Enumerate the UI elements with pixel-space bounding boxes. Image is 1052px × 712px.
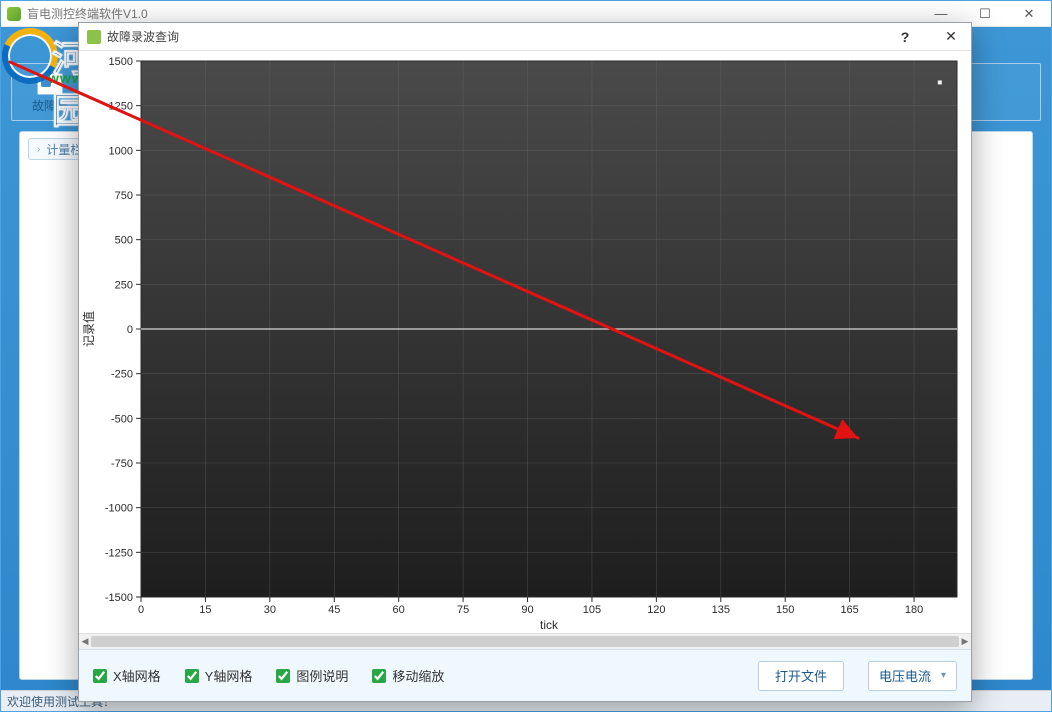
fault-record-dialog: 故障录波查询 ? ✕ 0 15 30 45 60 75 90 105 120 135 150 165 1… xyxy=(78,22,972,702)
svg-text:105: 105 xyxy=(583,604,601,616)
svg-text:45: 45 xyxy=(328,604,340,616)
svg-text:-1500: -1500 xyxy=(105,592,133,604)
checkbox-panzoom-label: 移动缩放 xyxy=(392,666,444,685)
scroll-right-icon[interactable]: ▶ xyxy=(959,634,971,649)
ribbon-item-fault-record[interactable]: 故障录 xyxy=(18,70,82,116)
svg-text:1500: 1500 xyxy=(109,56,133,68)
checkbox-legend-label: 图例说明 xyxy=(296,666,348,685)
bg-title-text: 盲电测控终端软件V1.0 xyxy=(27,5,148,22)
checkbox-xgrid-input[interactable] xyxy=(93,669,107,683)
svg-text:1000: 1000 xyxy=(109,145,133,157)
checkbox-ygrid-input[interactable] xyxy=(185,669,199,683)
svg-text:120: 120 xyxy=(647,604,665,616)
svg-text:15: 15 xyxy=(199,604,211,616)
ribbon-item-label: 故障录 xyxy=(32,97,68,114)
chevron-down-icon: ▾ xyxy=(941,670,946,681)
svg-text:250: 250 xyxy=(115,279,133,291)
svg-text:135: 135 xyxy=(712,604,730,616)
svg-text:-1250: -1250 xyxy=(105,547,133,559)
svg-text:-250: -250 xyxy=(111,369,133,381)
svg-text:tick: tick xyxy=(540,618,559,632)
svg-text:180: 180 xyxy=(905,604,923,616)
bg-close-button[interactable]: ✕ xyxy=(1007,1,1051,27)
svg-text:-500: -500 xyxy=(111,413,133,425)
scroll-thumb[interactable] xyxy=(91,636,959,647)
chart-area[interactable]: 0 15 30 45 60 75 90 105 120 135 150 165 180 -1500 -125… xyxy=(79,51,971,633)
chevron-right-icon: › xyxy=(37,144,40,155)
svg-text:-1000: -1000 xyxy=(105,503,133,515)
dialog-help-button[interactable]: ? xyxy=(885,23,925,51)
svg-text:记录值: 记录值 xyxy=(81,311,96,347)
checkbox-panzoom[interactable]: 移动缩放 xyxy=(372,666,444,685)
dialog-close-button[interactable]: ✕ xyxy=(931,23,971,51)
app-icon xyxy=(7,7,21,21)
svg-text:1250: 1250 xyxy=(109,101,133,113)
svg-text:0: 0 xyxy=(138,604,144,616)
svg-text:90: 90 xyxy=(521,604,533,616)
dialog-icon xyxy=(87,30,101,44)
dialog-footer: X轴网格 Y轴网格 图例说明 移动缩放 打开文件 电压电流 ▾ xyxy=(79,649,971,701)
checkbox-legend[interactable]: 图例说明 xyxy=(276,666,348,685)
scroll-left-icon[interactable]: ◀ xyxy=(79,634,91,649)
checkbox-xgrid[interactable]: X轴网格 xyxy=(93,666,161,685)
fault-record-icon xyxy=(37,73,63,95)
svg-text:0: 0 xyxy=(127,324,133,336)
svg-text:500: 500 xyxy=(115,235,133,247)
checkbox-xgrid-label: X轴网格 xyxy=(113,666,161,685)
checkbox-ygrid-label: Y轴网格 xyxy=(205,666,253,685)
svg-text:750: 750 xyxy=(115,190,133,202)
svg-text:60: 60 xyxy=(393,604,405,616)
checkbox-legend-input[interactable] xyxy=(276,669,290,683)
dialog-titlebar: 故障录波查询 ? ✕ xyxy=(79,23,971,51)
chart-svg: 0 15 30 45 60 75 90 105 120 135 150 165 180 -1500 -125… xyxy=(79,51,971,633)
bg-panel-tab-label: 计量栏 xyxy=(46,141,82,158)
horizontal-scrollbar[interactable]: ◀ ▶ xyxy=(79,633,971,649)
signal-select[interactable]: 电压电流 ▾ xyxy=(868,661,957,691)
svg-text:165: 165 xyxy=(840,604,858,616)
open-file-button[interactable]: 打开文件 xyxy=(758,661,844,691)
svg-text:-750: -750 xyxy=(111,458,133,470)
signal-select-value: 电压电流 xyxy=(879,666,931,685)
svg-text:75: 75 xyxy=(457,604,469,616)
svg-text:150: 150 xyxy=(776,604,794,616)
svg-text:30: 30 xyxy=(264,604,276,616)
checkbox-ygrid[interactable]: Y轴网格 xyxy=(185,666,253,685)
checkbox-panzoom-input[interactable] xyxy=(372,669,386,683)
dialog-title-text: 故障录波查询 xyxy=(107,28,179,45)
